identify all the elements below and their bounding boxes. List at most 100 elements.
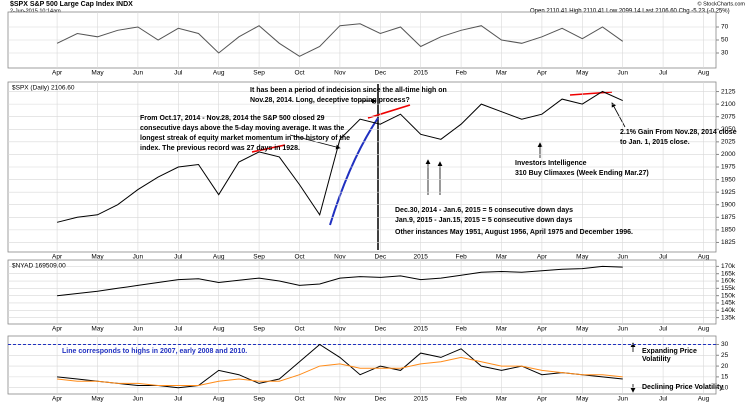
x-tick-label: Aug [213, 254, 225, 261]
x-tick-label: Oct [294, 326, 304, 333]
x-tick-label: Jul [659, 396, 668, 403]
x-tick-label: Jul [174, 254, 183, 261]
panel-frame [7, 259, 717, 325]
x-tick-label: Jun [617, 70, 628, 77]
x-tick-label: Mar [496, 396, 508, 403]
x-tick-label: Nov [334, 396, 346, 403]
legend-label: $NYAD 169509.00 [12, 263, 66, 270]
x-tick-label: 2015 [413, 254, 428, 261]
x-tick-label: Aug [213, 70, 225, 77]
series-line [57, 265, 623, 297]
x-tick-label: Sep [253, 326, 265, 333]
x-tick-label: Dec [375, 326, 387, 333]
x-tick-label: Apr [52, 396, 63, 403]
legend-label: $SPX (Daily) 2106.60 [12, 85, 75, 92]
series-line [57, 343, 623, 389]
x-tick-label: Jul [659, 70, 668, 77]
y-tick-label: 1900 [721, 201, 736, 208]
x-tick-label: Jun [617, 396, 628, 403]
annotation: Line corresponds to highs in 2007, early… [62, 348, 247, 355]
y-tick-label: 1850 [721, 227, 736, 234]
x-tick-label: Oct [294, 254, 304, 261]
x-tick-label: Apr [52, 70, 63, 77]
x-tick-label: Aug [698, 254, 710, 261]
x-tick-label: Nov [334, 254, 346, 261]
x-tick-label: Dec [375, 70, 387, 77]
annotation: From Oct.17, 2014 - Nov.28, 2014 the S&P… [140, 115, 325, 122]
x-tick-label: May [91, 326, 104, 333]
x-tick-label: Jul [659, 326, 668, 333]
x-tick-label: Jun [617, 326, 628, 333]
y-tick-label: 1925 [721, 189, 736, 196]
y-tick-label: 2100 [721, 101, 736, 108]
y-tick-label: 1975 [721, 164, 736, 171]
x-tick-label: Feb [455, 70, 467, 77]
x-tick-label: Jun [133, 396, 144, 403]
x-tick-label: Aug [213, 326, 225, 333]
x-tick-label: Oct [294, 396, 304, 403]
series-line [56, 23, 623, 57]
title: $SPX S&P 500 Large Cap Index INDX [10, 1, 133, 8]
x-tick-label: 2015 [413, 396, 428, 403]
y-tick-label: 1950 [721, 176, 736, 183]
annotation: Investors Intelligence [515, 160, 587, 167]
x-tick-label: Feb [455, 396, 467, 403]
x-tick-label: 2015 [413, 326, 428, 333]
y-tick-label: 2000 [721, 151, 736, 158]
annotation: 310 Buy Climaxes (Week Ending Mar.27) [515, 170, 649, 177]
annotation: Volatility [642, 356, 671, 363]
trend-line [367, 104, 411, 119]
y-tick-label: 1875 [721, 214, 736, 221]
x-tick-label: Mar [496, 70, 508, 77]
x-tick-label: Dec [375, 254, 387, 261]
date: 2-Jun-2015 10:14am [10, 8, 61, 14]
annotation: longest streak of equity market momentum… [140, 135, 350, 142]
x-tick-label: Apr [537, 70, 548, 77]
y-tick-label: 160k [721, 278, 736, 285]
annotation: Jan.9, 2015 - Jan.15, 2015 = 5 consecuti… [395, 217, 572, 224]
series-line [56, 90, 623, 223]
x-tick-label: Jul [174, 396, 183, 403]
annotation: It has been a period of indecision since… [250, 87, 447, 94]
y-tick-label: 2125 [721, 88, 736, 95]
y-tick-label: 1825 [721, 239, 736, 246]
x-tick-label: Apr [537, 396, 548, 403]
x-tick-label: Nov [334, 70, 346, 77]
x-tick-label: Oct [294, 70, 304, 77]
annotation: Nov.28, 2014. Long, deceptive topping pr… [250, 97, 410, 104]
series-line [57, 356, 623, 386]
trend-line [251, 144, 286, 153]
y-tick-label: 2075 [721, 113, 736, 120]
x-tick-label: Mar [496, 326, 508, 333]
y-tick-label: 155k [721, 285, 736, 292]
x-tick-label: May [91, 396, 104, 403]
x-tick-label: Sep [253, 396, 265, 403]
x-tick-label: Apr [52, 326, 63, 333]
x-tick-label: May [91, 254, 104, 261]
y-tick-label: 140k [721, 307, 736, 314]
quote: Open 2110.41 High 2110.41 Low 2099.14 La… [530, 9, 730, 15]
y-tick-label: 70 [721, 24, 729, 31]
y-tick-label: 135k [721, 314, 736, 321]
annotation: Other instances May 1951, August 1956, A… [395, 229, 633, 236]
x-tick-label: May [576, 70, 589, 77]
x-tick-label: Apr [537, 326, 548, 333]
x-tick-label: Apr [537, 254, 548, 261]
x-tick-label: Feb [455, 326, 467, 333]
annotation: Dec.30, 2014 - Jan.6, 2015 = 5 consecuti… [395, 207, 573, 214]
y-tick-label: 2050 [721, 126, 736, 133]
y-tick-label: 150k [721, 292, 736, 299]
annotation: to Jan. 1, 2015 close. [620, 139, 690, 146]
y-tick-label: 2025 [721, 139, 736, 146]
x-tick-label: Mar [496, 254, 508, 261]
annotation: Declining Price Volatility [642, 384, 723, 391]
y-tick-label: 170k [721, 263, 736, 270]
y-tick-label: 10 [721, 384, 729, 391]
x-tick-label: May [576, 326, 589, 333]
x-tick-label: May [91, 70, 104, 77]
x-tick-label: Jun [617, 254, 628, 261]
y-tick-label: 20 [721, 363, 729, 370]
annotation: 2.1% Gain From Nov.28, 2014 close [620, 129, 737, 136]
annotation: Expanding Price [642, 348, 697, 355]
